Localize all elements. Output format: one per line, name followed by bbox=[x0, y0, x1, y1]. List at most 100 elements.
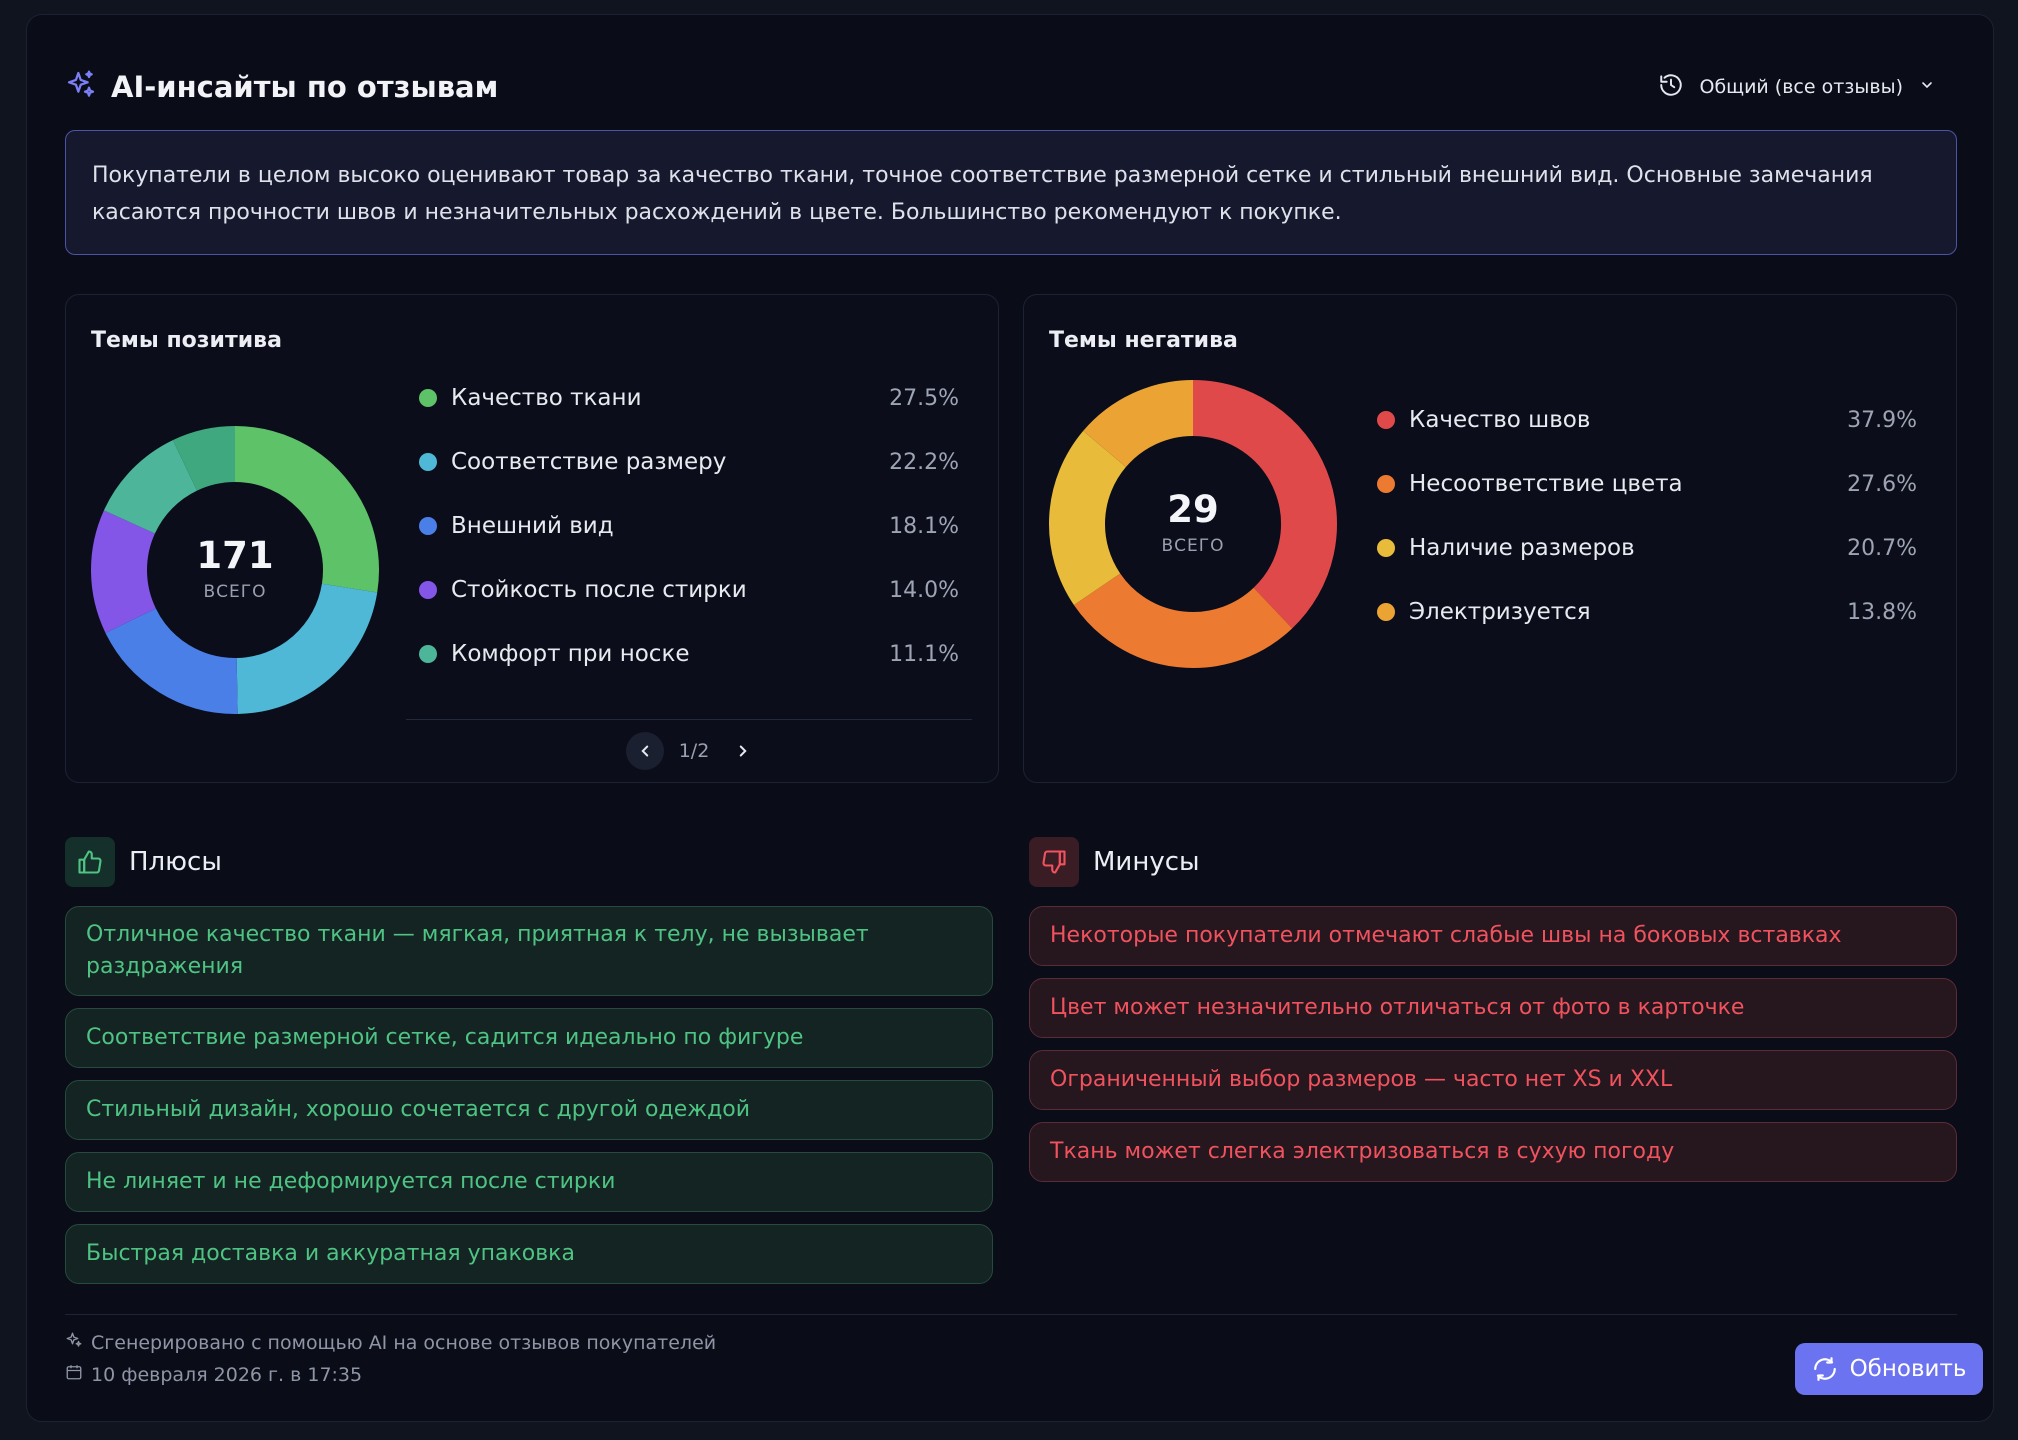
legend-percent: 20.7% bbox=[1847, 535, 1917, 561]
positive-slice-4 bbox=[103, 440, 198, 535]
positive-legend-item: Стойкость после стирки 14.0% bbox=[419, 558, 959, 622]
negative-legend: Качество швов 37.9% Несоответствие цвета 27… bbox=[1377, 388, 1917, 644]
negative-slice-0 bbox=[1192, 380, 1337, 629]
legend-label: Соответствие размеру bbox=[451, 449, 727, 475]
date-text: 10 февраля 2026 г. в 17:35 bbox=[91, 1363, 363, 1386]
legend-percent: 37.9% bbox=[1847, 407, 1917, 433]
legend-dot bbox=[419, 389, 437, 407]
footer-divider bbox=[65, 1314, 1957, 1315]
next-page-button[interactable] bbox=[724, 732, 762, 770]
legend-label: Качество швов bbox=[1409, 407, 1591, 433]
cons-item: Ограниченный выбор размеров — часто нет … bbox=[1029, 1050, 1957, 1110]
legend-percent: 11.1% bbox=[889, 641, 959, 667]
negative-legend-item: Несоответствие цвета 27.6% bbox=[1377, 452, 1917, 516]
sparkles-small-icon bbox=[65, 1331, 83, 1354]
negative-slice-3 bbox=[1083, 380, 1194, 468]
negative-themes-title: Темы негатива bbox=[1049, 328, 1238, 353]
pager-divider bbox=[406, 719, 972, 720]
negative-total: 29 bbox=[1167, 488, 1219, 531]
pros-item: Стильный дизайн, хорошо сочетается с дру… bbox=[65, 1080, 993, 1140]
positive-slice-2 bbox=[105, 607, 238, 714]
calendar-icon bbox=[65, 1363, 83, 1386]
filter-label: Общий (все отзывы) bbox=[1699, 76, 1904, 98]
negative-donut-chart bbox=[1049, 380, 1337, 668]
positive-donut-chart bbox=[91, 426, 379, 714]
legend-dot bbox=[419, 645, 437, 663]
page-title: AI-инсайты по отзывам bbox=[111, 70, 499, 104]
legend-percent: 27.5% bbox=[889, 385, 959, 411]
legend-label: Качество ткани bbox=[451, 385, 642, 411]
pros-item: Не линяет и не деформируется после стирк… bbox=[65, 1152, 993, 1212]
positive-legend-item: Комфорт при носке 11.1% bbox=[419, 622, 959, 686]
thumbs-up-icon bbox=[65, 837, 115, 887]
chevron-left-icon bbox=[641, 745, 649, 757]
cons-list: Некоторые покупатели отмечают слабые швы… bbox=[1029, 906, 1957, 1182]
ai-summary: Покупатели в целом высоко оценивают това… bbox=[65, 130, 1957, 255]
cons-header: Минусы bbox=[1029, 837, 1200, 887]
legend-dot bbox=[1377, 603, 1395, 621]
negative-slice-1 bbox=[1073, 572, 1293, 668]
title-wrap: AI-инсайты по отзывам bbox=[65, 69, 498, 105]
positive-slice-3 bbox=[91, 510, 157, 633]
generated-note: Сгенерировано с помощью AI на основе отз… bbox=[65, 1331, 716, 1354]
review-filter-dropdown[interactable]: Общий (все отзывы) bbox=[1638, 59, 1956, 115]
legend-dot bbox=[419, 517, 437, 535]
positive-total: 171 bbox=[196, 534, 274, 577]
pros-item: Отличное качество ткани — мягкая, приятн… bbox=[65, 906, 993, 996]
generated-date: 10 февраля 2026 г. в 17:35 bbox=[65, 1363, 362, 1386]
legend-dot bbox=[419, 581, 437, 599]
legend-label: Электризуется bbox=[1409, 599, 1591, 625]
positive-themes-title: Темы позитива bbox=[91, 328, 282, 353]
legend-label: Стойкость после стирки bbox=[451, 577, 747, 603]
chevron-down-icon bbox=[1919, 76, 1935, 98]
cons-item: Некоторые покупатели отмечают слабые швы… bbox=[1029, 906, 1957, 966]
pros-header: Плюсы bbox=[65, 837, 222, 887]
refresh-icon bbox=[1813, 1357, 1836, 1381]
positive-donut: 171 ВСЕГО bbox=[90, 425, 380, 715]
generated-text: Сгенерировано с помощью AI на основе отз… bbox=[91, 1331, 717, 1354]
positive-slice-5 bbox=[172, 426, 236, 492]
pager: 1/2 bbox=[626, 732, 762, 770]
legend-dot bbox=[1377, 411, 1395, 429]
sparkles-icon bbox=[65, 69, 97, 105]
history-icon bbox=[1658, 72, 1684, 103]
legend-dot bbox=[1377, 475, 1395, 493]
negative-donut-center: 29 ВСЕГО bbox=[1048, 491, 1338, 556]
legend-percent: 14.0% bbox=[889, 577, 959, 603]
thumbs-down-icon bbox=[1029, 837, 1079, 887]
pros-item: Быстрая доставка и аккуратная упаковка bbox=[65, 1224, 993, 1284]
legend-percent: 27.6% bbox=[1847, 471, 1917, 497]
positive-legend-item: Внешний вид 18.1% bbox=[419, 494, 959, 558]
refresh-button[interactable]: Обновить bbox=[1795, 1343, 1983, 1395]
legend-label: Несоответствие цвета bbox=[1409, 471, 1683, 497]
legend-percent: 18.1% bbox=[889, 513, 959, 539]
legend-dot bbox=[419, 453, 437, 471]
positive-legend-item: Качество ткани 27.5% bbox=[419, 366, 959, 430]
negative-slice-2 bbox=[1049, 430, 1127, 605]
negative-donut: 29 ВСЕГО bbox=[1048, 379, 1338, 669]
positive-total-label: ВСЕГО bbox=[203, 582, 267, 602]
negative-total-label: ВСЕГО bbox=[1161, 536, 1225, 556]
legend-percent: 22.2% bbox=[889, 449, 959, 475]
negative-legend-item: Наличие размеров 20.7% bbox=[1377, 516, 1917, 580]
positive-donut-center: 171 ВСЕГО bbox=[90, 537, 380, 602]
pros-item: Соответствие размерной сетке, садится ид… bbox=[65, 1008, 993, 1068]
chevron-right-icon bbox=[739, 745, 747, 757]
refresh-label: Обновить bbox=[1849, 1356, 1967, 1382]
negative-legend-item: Качество швов 37.9% bbox=[1377, 388, 1917, 452]
legend-label: Комфорт при носке bbox=[451, 641, 690, 667]
cons-title: Минусы bbox=[1093, 847, 1200, 877]
pros-list: Отличное качество ткани — мягкая, приятн… bbox=[65, 906, 993, 1284]
pros-title: Плюсы bbox=[129, 847, 222, 877]
prev-page-button[interactable] bbox=[626, 732, 664, 770]
positive-legend: Качество ткани 27.5% Соответствие размеру 2… bbox=[419, 366, 959, 686]
header: AI-инсайты по отзывам Общий (все отзывы) bbox=[65, 59, 1955, 115]
legend-label: Внешний вид bbox=[451, 513, 614, 539]
negative-themes-panel: Темы негатива 29 ВСЕГО Качество швов 37.9… bbox=[1023, 294, 1957, 783]
negative-legend-item: Электризуется 13.8% bbox=[1377, 580, 1917, 644]
legend-percent: 13.8% bbox=[1847, 599, 1917, 625]
positive-slice-1 bbox=[235, 582, 378, 714]
cons-item: Цвет может незначительно отличаться от ф… bbox=[1029, 978, 1957, 1038]
insights-card: AI-инсайты по отзывам Общий (все отзывы)… bbox=[26, 14, 1994, 1422]
legend-label: Наличие размеров bbox=[1409, 535, 1635, 561]
